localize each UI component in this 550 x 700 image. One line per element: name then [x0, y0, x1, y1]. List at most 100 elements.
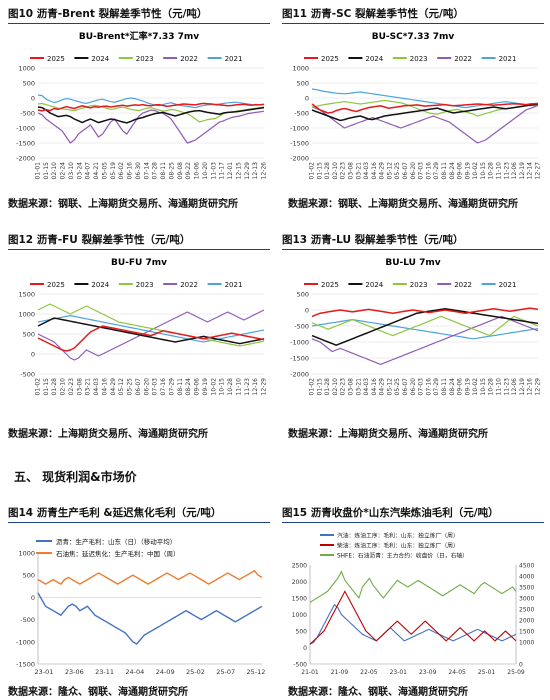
- x-tick-label: 01-28: [324, 378, 331, 396]
- series-line-2021: [37, 314, 265, 343]
- legend-label: 2025: [321, 55, 339, 63]
- x-tick-label: 09-08: [177, 162, 184, 180]
- y-tick-label: -1500: [16, 661, 35, 669]
- x-tick-label: 12-29: [261, 378, 268, 396]
- x-tick-label: 06-07: [402, 162, 409, 180]
- x-tick-label: 23-11: [95, 668, 114, 676]
- series-line-2021: [311, 88, 539, 109]
- x-tick-label: 12-06: [511, 378, 518, 396]
- chart-fig15: 汽油：炼油工序：毛利：山东：独立炼厂（周） 柴油：炼油工序：毛利：山东：独立炼厂（…: [292, 532, 535, 677]
- x-tick-label: 07-29: [433, 378, 440, 396]
- x-tick-label: 04-29: [379, 162, 386, 180]
- x-tick-label: 12-29: [244, 162, 251, 180]
- legend-label: 2023: [136, 55, 154, 63]
- x-tick-label: 01-02: [309, 162, 316, 180]
- x-tick-label: 09-06: [457, 378, 464, 396]
- x-tick-label: 08-11: [441, 162, 448, 180]
- x-tick-label: 12-01: [227, 162, 234, 180]
- figure-title: 图12 沥青-FU 裂解差季节性（元/吨）: [8, 234, 191, 246]
- source-note: 数据来源：隆众、钢联、海通期货研究所: [8, 687, 188, 698]
- y-tick-label-left: 2000: [292, 579, 307, 586]
- x-tick-label: 02-10: [60, 378, 67, 396]
- x-tick-label: 04-21: [93, 162, 100, 180]
- x-tick-label: 06-20: [143, 378, 150, 396]
- source-note: 数据来源：上海期货交易所、海通期货研究所: [288, 429, 488, 440]
- legend-label: 柴油：炼油工序：毛利：山东：独立炼厂（周）: [337, 542, 459, 550]
- x-tick-label: 12-16: [527, 378, 534, 396]
- x-tick-label: 12-29: [535, 378, 542, 396]
- x-tick-label: 04-16: [371, 162, 378, 180]
- figure-title: 图13 沥青-LU 裂解差季节性（元/吨）: [282, 234, 464, 246]
- figure-title: 图15 沥青收盘价*山东汽柴炼油毛利（元/吨）: [282, 507, 499, 519]
- x-tick-label: 01-02: [309, 378, 316, 396]
- x-tick-label: 10-02: [472, 378, 479, 396]
- legend-label: 2024: [91, 281, 109, 289]
- x-tick-label: 01-01: [35, 162, 42, 180]
- legend-label: 沥青：生产毛利：山东（日）（移动平均）: [56, 537, 176, 546]
- x-tick-label: 02-23: [68, 378, 75, 396]
- legend-label: 2025: [47, 281, 65, 289]
- legend-label: 2025: [321, 281, 339, 289]
- x-tick-label: 12-19: [519, 378, 526, 396]
- series-line-2023: [311, 315, 539, 337]
- x-tick-label: 03-08: [76, 378, 83, 396]
- x-tick-label: 11-10: [496, 162, 503, 180]
- chart-title: BU-SC*7.33 7mv: [372, 32, 455, 42]
- x-tick-label: 05-12: [386, 378, 393, 396]
- legend-label: 2024: [91, 55, 109, 63]
- x-tick-label: 08-24: [185, 378, 192, 396]
- x-tick-label: 11-23: [503, 162, 510, 180]
- x-tick-label: 02-24: [60, 162, 67, 180]
- x-tick-label: 10-02: [472, 162, 479, 180]
- y-tick-label: 500: [297, 80, 309, 88]
- y-tick-label-right: 2500: [519, 607, 534, 614]
- series-line-2021: [311, 318, 539, 340]
- y-tick-label: 0: [31, 594, 35, 602]
- x-tick-label: 01-15: [43, 162, 50, 180]
- x-tick-label: 12-26: [261, 162, 268, 180]
- series-line-2025: [37, 102, 265, 112]
- y-tick-label: 1000: [18, 311, 35, 319]
- source-note: 数据来源：钢联、上海期货交易所、海通期货研究所: [8, 199, 238, 210]
- x-tick-label: 07-16: [425, 162, 432, 180]
- figure-title: 图10 沥青-Brent 裂解差季节性（元/吨）: [8, 8, 208, 20]
- y-tick-label: 1000: [292, 65, 309, 73]
- y-tick-label-left: 2500: [292, 563, 307, 570]
- legend-label: 2022: [180, 281, 198, 289]
- y-tick-label: 500: [23, 572, 35, 580]
- legend-label: 2023: [410, 281, 428, 289]
- x-tick-label: 06-20: [410, 378, 417, 396]
- y-tick-label-right: 2000: [519, 618, 534, 625]
- x-tick-label: 06-02: [118, 162, 125, 180]
- x-tick-label: 10-28: [227, 378, 234, 396]
- x-tick-label: 08-25: [168, 162, 175, 180]
- legend-label: 2021: [225, 281, 243, 289]
- x-tick-label: 10-15: [480, 162, 487, 180]
- y-tick-label: -1500: [290, 140, 309, 148]
- x-tick-label: 11-17: [219, 162, 226, 180]
- y-tick-label: -1000: [290, 125, 309, 133]
- y-tick-label: 0: [305, 95, 309, 103]
- y-tick-label-left: -500: [293, 662, 307, 669]
- chart-fig13: BU-LU 7mv 2025 2024 2023 2022 2021 -2000 -1500 -…: [290, 258, 542, 396]
- figure-title: 图11 沥青-SC 裂解差季节性（元/吨）: [282, 8, 464, 20]
- x-tick-label: 03-10: [68, 162, 75, 180]
- y-tick-label: -500: [20, 616, 35, 624]
- x-tick-label: 07-16: [425, 378, 432, 396]
- x-tick-label: 08-11: [441, 378, 448, 396]
- x-tick-label: 04-29: [379, 378, 386, 396]
- x-tick-label: 03-21: [85, 378, 92, 396]
- y-tick-label: 1500: [18, 291, 35, 299]
- x-tick-label: 12-06: [511, 162, 518, 180]
- x-tick-label: 05-25: [394, 162, 401, 180]
- y-tick-label: -500: [294, 323, 309, 331]
- x-tick-label: 11-03: [210, 162, 217, 180]
- x-tick-label: 03-21: [355, 378, 362, 396]
- y-tick-label-left: 500: [296, 629, 308, 636]
- chart-title: BU-FU 7mv: [111, 258, 167, 268]
- y-tick-label: 1000: [18, 550, 35, 558]
- x-tick-label: 10-15: [480, 378, 487, 396]
- series-line-2024: [311, 307, 539, 347]
- x-tick-label: 12-14: [527, 162, 534, 180]
- series-line-2023: [311, 99, 539, 117]
